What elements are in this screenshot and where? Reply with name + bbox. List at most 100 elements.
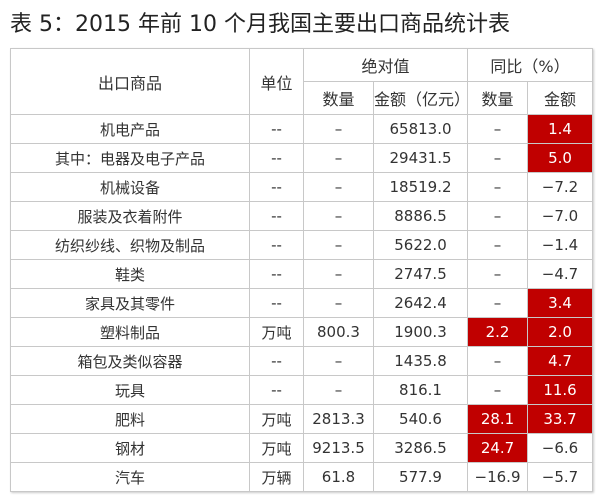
cell-yoy-qty: – <box>467 201 529 231</box>
table-title: 表 5：2015 年前 10 个月我国主要出口商品统计表 <box>10 12 510 37</box>
cell-unit: 万辆 <box>249 462 304 492</box>
cell-amount: 2642.4 <box>372 288 469 318</box>
cell-amount: 816.1 <box>372 375 469 405</box>
table-row: 机电产品 -- –65813.0–1.4 <box>10 114 594 144</box>
cell-unit: -- <box>249 288 304 318</box>
cell-unit: -- <box>249 201 304 231</box>
cell-product: 机电产品 <box>10 114 250 144</box>
header-unit: 单位 <box>249 48 304 115</box>
cell-product: 其中：电器及电子产品 <box>10 143 250 173</box>
cell-yoy-qty: 24.7 <box>467 433 529 463</box>
cell-yoy-amount: 33.7 <box>527 404 594 434</box>
header-yoy: 同比（%） <box>467 48 594 82</box>
table-row: 纺织纱线、织物及制品 -- –5622.0– −1.4 <box>10 230 594 260</box>
cell-yoy-qty: – <box>467 346 529 376</box>
cell-unit: 万吨 <box>249 317 304 347</box>
cell-amount: 8886.5 <box>372 201 469 231</box>
table-row: 服装及衣着附件 -- –8886.5– −7.0 <box>10 201 594 231</box>
cell-yoy-amount: 5.0 <box>527 143 594 173</box>
cell-product: 鞋类 <box>10 259 250 289</box>
cell-yoy-amount: −4.7 <box>527 259 594 289</box>
header-yoy-qty: 数量 <box>467 81 529 115</box>
table-row: 家具及其零件 -- –2642.4–3.4 <box>10 288 594 318</box>
header-absolute: 绝对值 <box>302 48 469 82</box>
cell-qty: – <box>303 259 374 289</box>
cell-amount: 18519.2 <box>372 172 469 202</box>
cell-yoy-amount: −7.2 <box>527 172 594 202</box>
table-row: 鞋类 -- –2747.5– −4.7 <box>10 259 594 289</box>
cell-amount: 1435.8 <box>372 346 469 376</box>
cell-product: 玩具 <box>10 375 250 405</box>
cell-unit: -- <box>249 259 304 289</box>
cell-amount: 3286.5 <box>372 433 469 463</box>
table-row: 肥料 万吨 2813.3 540.6 28.1 33.7 <box>10 404 594 434</box>
cell-product: 服装及衣着附件 <box>10 201 250 231</box>
cell-yoy-qty: 28.1 <box>467 404 529 434</box>
cell-unit: -- <box>249 375 304 405</box>
cell-qty: – <box>303 172 374 202</box>
table-row: 其中：电器及电子产品 -- –29431.5–5.0 <box>10 143 594 173</box>
table-row: 玩具 -- –816.1–11.6 <box>10 375 594 405</box>
cell-yoy-amount: 3.4 <box>527 288 594 318</box>
header-product: 出口商品 <box>10 48 250 115</box>
cell-qty: 61.8 <box>303 462 374 492</box>
cell-product: 钢材 <box>10 433 250 463</box>
cell-product: 家具及其零件 <box>10 288 250 318</box>
cell-product: 肥料 <box>10 404 250 434</box>
header-yoy-amount: 金额 <box>527 81 594 115</box>
cell-unit: -- <box>249 143 304 173</box>
header-amount: 金额（亿元） <box>372 81 469 115</box>
cell-yoy-qty: – <box>467 114 529 144</box>
cell-amount: 5622.0 <box>372 230 469 260</box>
cell-qty: – <box>303 143 374 173</box>
table-row: 机械设备 -- –18519.2– −7.2 <box>10 172 594 202</box>
cell-amount: 1900.3 <box>372 317 469 347</box>
table-row: 钢材 万吨 9213.5 3286.5 24.7 −6.6 <box>10 433 594 463</box>
cell-yoy-qty: – <box>467 375 529 405</box>
cell-yoy-qty: 2.2 <box>467 317 529 347</box>
cell-yoy-qty: −16.9 <box>467 462 529 492</box>
header-qty: 数量 <box>303 81 374 115</box>
cell-qty: – <box>303 230 374 260</box>
cell-product: 箱包及类似容器 <box>10 346 250 376</box>
cell-yoy-qty: – <box>467 143 529 173</box>
cell-unit: -- <box>249 114 304 144</box>
cell-yoy-qty: – <box>467 259 529 289</box>
cell-yoy-qty: – <box>467 288 529 318</box>
cell-product: 纺织纱线、织物及制品 <box>10 230 250 260</box>
export-table: 出口商品 单位 绝对值 同比（%） 数量 金额（亿元） 数量 金额 机电产品 --… <box>10 48 594 492</box>
cell-yoy-amount: 4.7 <box>527 346 594 376</box>
cell-product: 机械设备 <box>10 172 250 202</box>
cell-qty: – <box>303 114 374 144</box>
cell-product: 汽车 <box>10 462 250 492</box>
table-row: 箱包及类似容器 -- –1435.8–4.7 <box>10 346 594 376</box>
cell-qty: 800.3 <box>303 317 374 347</box>
cell-unit: -- <box>249 172 304 202</box>
cell-product: 塑料制品 <box>10 317 250 347</box>
cell-amount: 2747.5 <box>372 259 469 289</box>
cell-yoy-amount: −5.7 <box>527 462 594 492</box>
table-row: 塑料制品 万吨 800.3 1900.3 2.2 2.0 <box>10 317 594 347</box>
cell-yoy-qty: – <box>467 230 529 260</box>
cell-yoy-qty: – <box>467 172 529 202</box>
cell-qty: – <box>303 201 374 231</box>
cell-qty: – <box>303 375 374 405</box>
cell-yoy-amount: 1.4 <box>527 114 594 144</box>
cell-unit: 万吨 <box>249 433 304 463</box>
cell-qty: 2813.3 <box>303 404 374 434</box>
cell-yoy-amount: −6.6 <box>527 433 594 463</box>
cell-unit: -- <box>249 346 304 376</box>
cell-qty: 9213.5 <box>303 433 374 463</box>
table-row: 汽车 万辆 61.8 577.9 −16.9 −5.7 <box>10 462 594 492</box>
cell-yoy-amount: 11.6 <box>527 375 594 405</box>
cell-amount: 577.9 <box>372 462 469 492</box>
cell-unit: -- <box>249 230 304 260</box>
cell-yoy-amount: −7.0 <box>527 201 594 231</box>
cell-amount: 65813.0 <box>372 114 469 144</box>
cell-yoy-amount: −1.4 <box>527 230 594 260</box>
cell-amount: 29431.5 <box>372 143 469 173</box>
cell-yoy-amount: 2.0 <box>527 317 594 347</box>
cell-qty: – <box>303 288 374 318</box>
cell-amount: 540.6 <box>372 404 469 434</box>
cell-qty: – <box>303 346 374 376</box>
